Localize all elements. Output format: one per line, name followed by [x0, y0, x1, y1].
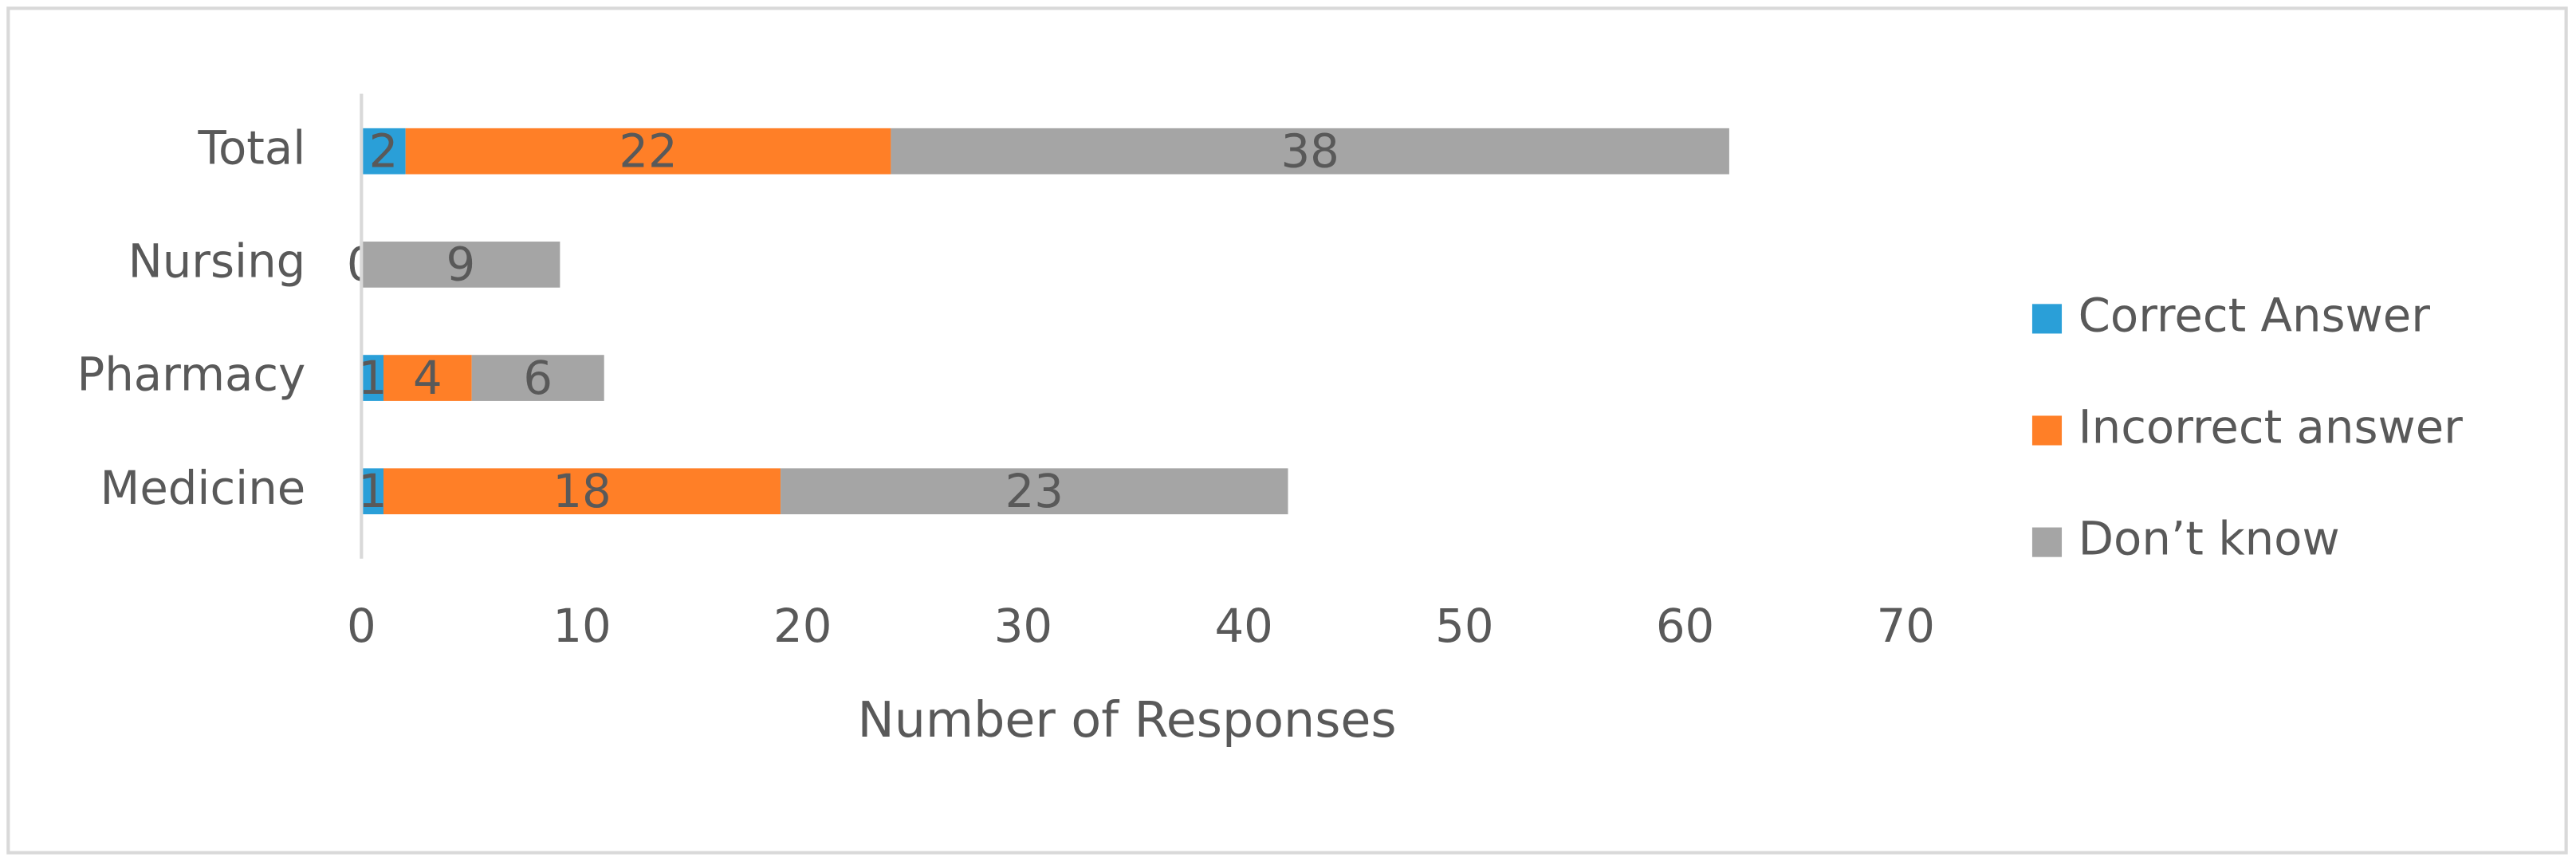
y-tick-label: Nursing	[128, 234, 306, 289]
legend-swatch	[2031, 527, 2063, 557]
x-tick-label: 10	[553, 599, 611, 653]
bar-segment	[405, 128, 891, 175]
x-tick-label: 40	[1214, 599, 1272, 653]
data-label: 22	[619, 124, 677, 178]
bar-segment	[383, 468, 781, 515]
legend-label: Incorrect answer	[2078, 400, 2464, 454]
legend-label: Don’t know	[2078, 512, 2340, 566]
legend-label: Correct Answer	[2078, 289, 2431, 343]
data-label: 6	[523, 351, 553, 405]
x-tick-label: 70	[1877, 599, 1935, 653]
bar-segment	[891, 128, 1729, 175]
legend-swatch	[2031, 415, 2063, 446]
bar-segment	[361, 242, 560, 288]
x-tick-label: 0	[347, 599, 376, 653]
data-label: 38	[1280, 124, 1339, 178]
bar-segment	[781, 468, 1288, 515]
bar-segment	[383, 355, 472, 401]
x-tick-label: 50	[1435, 599, 1493, 653]
data-label: 9	[446, 238, 475, 292]
data-label: 23	[1005, 464, 1064, 518]
bar-segment	[361, 355, 383, 401]
data-label: 2	[369, 124, 399, 178]
data-label: 4	[413, 351, 442, 405]
x-tick-label: 20	[773, 599, 832, 653]
legend-swatch	[2031, 304, 2063, 334]
x-tick-label: 60	[1656, 599, 1714, 653]
data-label: 18	[553, 464, 611, 518]
x-tick-label: 30	[994, 599, 1052, 653]
bar-segment	[361, 128, 406, 175]
x-axis-title: Number of Responses	[858, 691, 1397, 749]
y-tick-label: Pharmacy	[77, 348, 305, 402]
y-tick-label: Medicine	[100, 461, 306, 515]
bar-segment	[361, 468, 383, 515]
y-tick-label: Total	[198, 120, 306, 175]
bar-segment	[471, 355, 604, 401]
